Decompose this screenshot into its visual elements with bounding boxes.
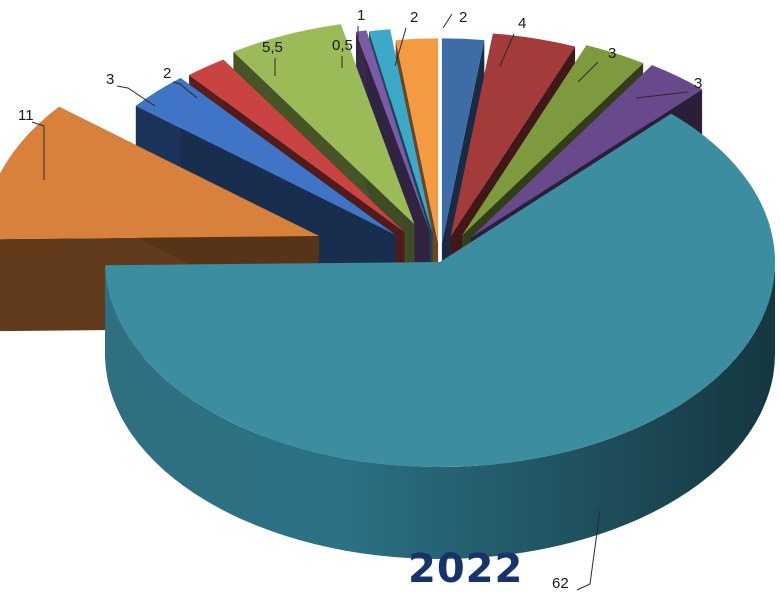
data-label: 3 [106,71,114,88]
leader-line [499,33,515,67]
leader-line [394,27,407,67]
leader-line [116,85,156,107]
data-label: 11 [18,107,34,124]
leader-line [635,91,689,99]
data-label: 4 [518,15,526,32]
data-label: 2 [163,65,171,82]
slice-top-face [105,113,775,467]
leader-line [576,509,601,591]
data-label: 3 [608,45,616,62]
data-label: 1 [357,7,365,24]
slice-top-face [450,33,576,237]
slice-top-face [441,38,485,244]
slice-top-face [233,24,415,225]
data-label: 2 [459,9,467,26]
data-label: 62 [552,575,569,592]
slice-top-face [461,45,644,236]
slice-top-face [0,106,320,240]
data-label: 5,5 [262,39,283,56]
slice-top-face [135,77,396,236]
leader-line [442,13,453,29]
slice-top-face [395,38,439,244]
data-label: 0,5 [332,37,353,54]
leader-line [577,61,599,83]
leader-line [172,81,198,99]
pie-slice [105,113,775,560]
slice-top-face [369,29,433,233]
data-label: 2 [410,9,418,26]
data-label: 3 [694,75,702,92]
chart-title: 2022 [408,546,524,592]
slice-top-face [355,30,430,232]
leader-line [31,121,45,180]
slice-outer-wall [105,262,775,560]
slice-top-face [189,59,405,233]
slice-top-face [470,65,703,238]
